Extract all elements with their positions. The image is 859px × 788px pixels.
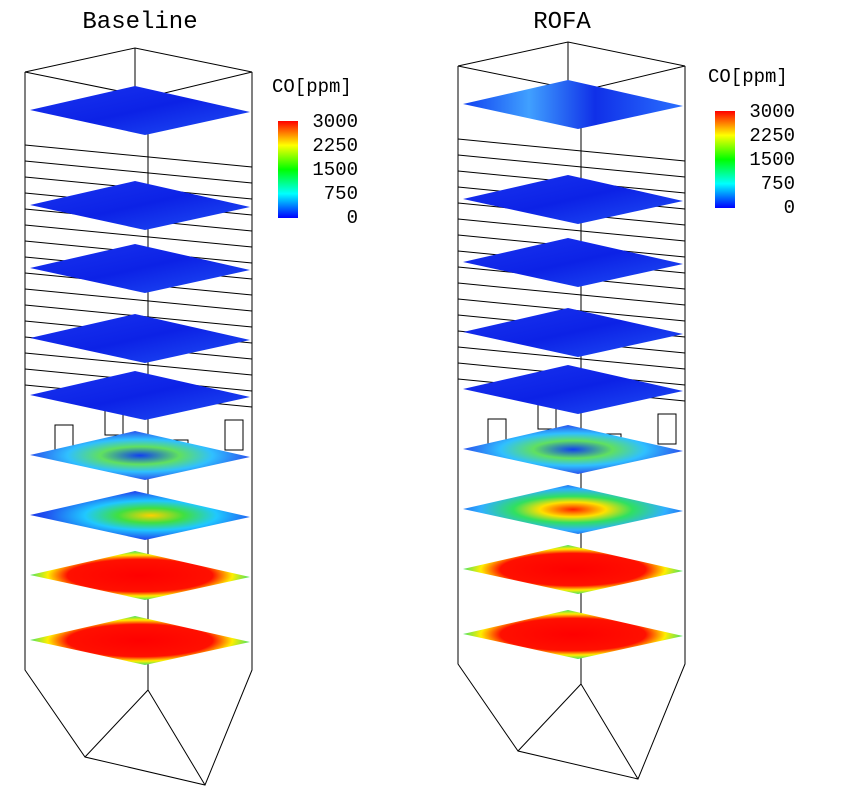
- wire-line: [24, 144, 253, 168]
- colorbar-label: CO[ppm]: [272, 76, 352, 98]
- colorbar-tick: 1500: [312, 159, 358, 181]
- contour-slice: [463, 365, 683, 414]
- panel-title: ROFA: [533, 9, 591, 36]
- colorbar-tick: 0: [784, 197, 795, 219]
- wireframe: [457, 41, 686, 780]
- wire-line: [84, 689, 149, 758]
- contour-slice: [30, 431, 250, 480]
- wire-line: [457, 154, 686, 178]
- contour-slice: [463, 238, 683, 287]
- colorbar-tick: 1500: [749, 149, 795, 171]
- burner-box: [224, 419, 244, 451]
- contour-slice: [30, 314, 250, 363]
- contour-slice: [463, 610, 683, 659]
- colorbar-tick: 3000: [749, 101, 795, 123]
- colorbar: [715, 111, 735, 208]
- wire-line: [457, 346, 686, 370]
- contour-slice: [463, 485, 683, 534]
- wire-line: [457, 282, 686, 306]
- contour-slice: [30, 244, 250, 293]
- colorbar-label: CO[ppm]: [708, 66, 788, 88]
- contour-slice: [463, 308, 683, 357]
- colorbar-tick: 2250: [312, 135, 358, 157]
- contour-slice: [30, 371, 250, 420]
- colorbar-tick: 750: [324, 183, 358, 205]
- wire-line: [457, 66, 686, 780]
- wire-line: [24, 352, 253, 376]
- wire-line: [517, 683, 582, 752]
- wireframe: [24, 47, 253, 786]
- wire-line: [24, 224, 253, 248]
- contour-slice: [30, 181, 250, 230]
- colorbar-tick: 0: [347, 207, 358, 229]
- wire-line: [24, 160, 253, 184]
- wire-line: [24, 288, 253, 312]
- wire-line: [457, 138, 686, 162]
- wire-line: [24, 72, 253, 786]
- panel: Baseline CO[ppm] 3000 2250 1500 750 0: [24, 9, 358, 786]
- contour-slice: [463, 425, 683, 474]
- contour-slice: [463, 80, 683, 129]
- colorbar: [278, 121, 298, 218]
- contour-slice: [30, 616, 250, 665]
- contour-slice: [30, 491, 250, 540]
- panel: ROFA CO[ppm] 3000 2250 1500 750 0: [457, 9, 795, 780]
- colorbar-tick: 2250: [749, 125, 795, 147]
- contour-slice: [463, 175, 683, 224]
- contour-slice: [30, 86, 250, 135]
- colorbar-tick: 750: [761, 173, 795, 195]
- wire-line: [457, 218, 686, 242]
- contour-slice: [463, 545, 683, 594]
- contour-slice: [30, 551, 250, 600]
- panel-title: Baseline: [82, 9, 197, 36]
- colorbar-tick: 3000: [312, 111, 358, 133]
- burner-box: [657, 413, 677, 445]
